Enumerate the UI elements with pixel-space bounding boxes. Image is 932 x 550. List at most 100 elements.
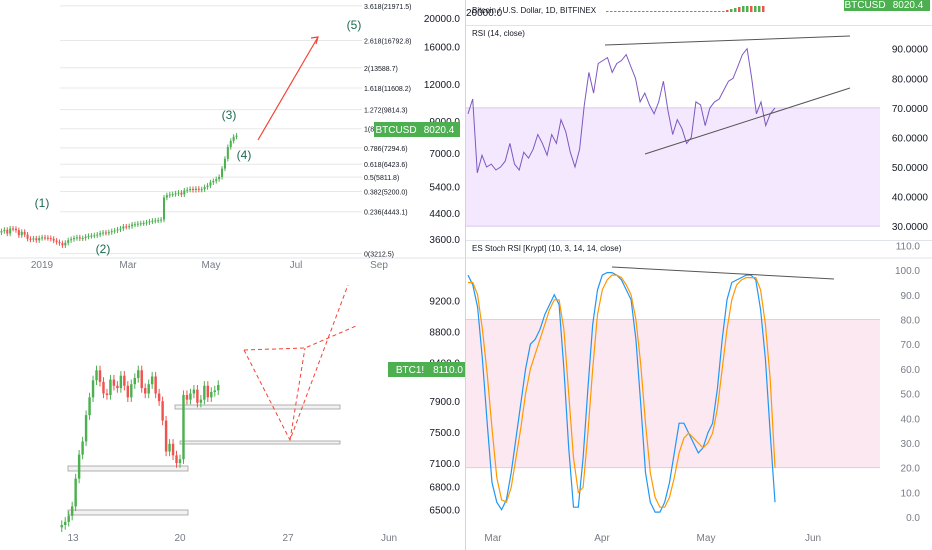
projection-path-c bbox=[289, 347, 306, 441]
candle-body bbox=[185, 395, 189, 400]
candle-body bbox=[171, 443, 175, 456]
fib-level-label: 0.5(5811.8) bbox=[364, 175, 399, 182]
mini-candle bbox=[618, 11, 621, 12]
stoch-tick-label: 40.0 bbox=[901, 414, 921, 425]
candle-body bbox=[116, 385, 119, 389]
btc1-tick-label: 7100.0 bbox=[429, 459, 460, 470]
mini-candle bbox=[702, 11, 705, 12]
rsi-panel: 20000.0 Bitcoin / U.S. Dollar, 1D, BITFI… bbox=[466, 0, 932, 233]
fib-level-label: 0.382(5200.0) bbox=[364, 189, 408, 196]
btc1-tag-price: 8110.0 bbox=[433, 365, 463, 376]
stoch-trendline bbox=[611, 266, 835, 280]
candle-body bbox=[96, 234, 99, 236]
mini-candle bbox=[662, 11, 665, 12]
candle-body bbox=[183, 190, 186, 195]
candle-body bbox=[235, 135, 238, 137]
mini-candle bbox=[682, 11, 685, 12]
stoch-tick-label: 80.0 bbox=[901, 316, 921, 327]
candle-body bbox=[182, 395, 185, 460]
support-box bbox=[179, 440, 341, 445]
rsi-series-line bbox=[467, 47, 776, 174]
stoch-tick-label: 50.0 bbox=[901, 390, 921, 401]
candle-body bbox=[178, 459, 182, 464]
btc1-tag-symbol: BTC1! bbox=[396, 365, 424, 376]
mini-candle bbox=[650, 11, 653, 12]
candle-body bbox=[206, 385, 210, 398]
support-box bbox=[174, 404, 341, 410]
candle-body bbox=[26, 234, 29, 239]
fib-level-label: 1.618(11608.2) bbox=[364, 86, 411, 93]
rsi-tick-label: 50.0000 bbox=[892, 163, 929, 174]
mini-candle bbox=[738, 7, 741, 12]
btcusd-candles bbox=[0, 133, 238, 249]
fib-level-label: 0.786(7294.6) bbox=[364, 146, 408, 153]
btcusd-time-axis: 2019 Mar May Jul Sep bbox=[31, 260, 388, 271]
btc1-tick-label: 7500.0 bbox=[429, 428, 460, 439]
mini-candle bbox=[622, 11, 625, 12]
mini-candle bbox=[742, 6, 745, 12]
btc1-tick-label: 7900.0 bbox=[429, 397, 460, 408]
stoch-rsi-panel: ES Stoch RSI [Krypt] (10, 3, 14, 14, clo… bbox=[466, 240, 932, 544]
mini-candle bbox=[734, 8, 737, 12]
candle-body bbox=[17, 230, 20, 236]
candle-body bbox=[203, 187, 206, 190]
candle-body bbox=[218, 176, 221, 180]
top-tag-symbol: BTCUSD bbox=[844, 0, 885, 11]
candle-body bbox=[93, 235, 96, 237]
support-box bbox=[67, 509, 189, 516]
candle-body bbox=[162, 197, 166, 220]
rsi-tick-label: 40.0000 bbox=[892, 193, 929, 204]
candle-body bbox=[102, 232, 105, 234]
projection-paths bbox=[243, 284, 357, 442]
fib-level-label: 0.236(4443.1) bbox=[364, 210, 408, 217]
candle-body bbox=[189, 393, 192, 400]
candle-body bbox=[212, 180, 215, 183]
candle-body bbox=[148, 221, 151, 223]
candle-body bbox=[142, 222, 145, 224]
candle-body bbox=[168, 194, 171, 196]
candle-body bbox=[70, 239, 73, 241]
rsi-tick-label: 60.0000 bbox=[892, 133, 929, 144]
btc1-tick-label: 6800.0 bbox=[429, 482, 460, 493]
price-tick-label: 5400.0 bbox=[429, 183, 460, 194]
candle-body bbox=[41, 237, 44, 239]
candle-body bbox=[177, 192, 180, 194]
btcusd-tag-symbol: BTCUSD bbox=[375, 125, 416, 136]
candle-body bbox=[217, 384, 220, 391]
rsi-tick-label: 30.0000 bbox=[892, 222, 929, 233]
candle-body bbox=[131, 224, 134, 227]
candle-body bbox=[60, 525, 63, 528]
mini-candle bbox=[730, 9, 733, 12]
candle-body bbox=[29, 238, 32, 240]
fib-level-label: 1.272(9814.3) bbox=[364, 108, 408, 115]
wave-label: (2) bbox=[96, 242, 111, 256]
candle-body bbox=[128, 226, 131, 228]
candle-body bbox=[139, 223, 142, 225]
btcusd-daily-panel: 3.618(21971.5) 2.618(16792.8) 2(13588.7) 1.… bbox=[0, 4, 460, 271]
candle-body bbox=[203, 385, 206, 400]
btc1-candles bbox=[60, 365, 220, 532]
stoch-series-D bbox=[468, 274, 776, 508]
stoch-time-tick: Mar bbox=[484, 533, 502, 544]
candle-body bbox=[84, 236, 87, 239]
candle-body bbox=[84, 415, 88, 442]
rsi-band bbox=[466, 107, 880, 227]
price-tick-label: 20000.0 bbox=[424, 14, 461, 25]
candle-body bbox=[64, 242, 67, 246]
rsi-band-fill bbox=[466, 107, 880, 227]
support-box bbox=[67, 465, 189, 472]
mini-candle bbox=[670, 11, 673, 12]
mini-candle bbox=[746, 6, 749, 12]
candle-body bbox=[165, 195, 168, 198]
mini-candle bbox=[666, 11, 669, 12]
candle-body bbox=[196, 389, 199, 403]
candle-body bbox=[126, 385, 130, 398]
stoch-time-tick: Jun bbox=[805, 533, 821, 544]
candle-body bbox=[133, 378, 136, 385]
mini-candle bbox=[642, 11, 645, 12]
mini-candle bbox=[762, 6, 765, 12]
stoch-series-K bbox=[467, 272, 776, 513]
candle-body bbox=[223, 158, 226, 169]
candle-body bbox=[104, 232, 107, 234]
mini-candle bbox=[610, 11, 613, 12]
